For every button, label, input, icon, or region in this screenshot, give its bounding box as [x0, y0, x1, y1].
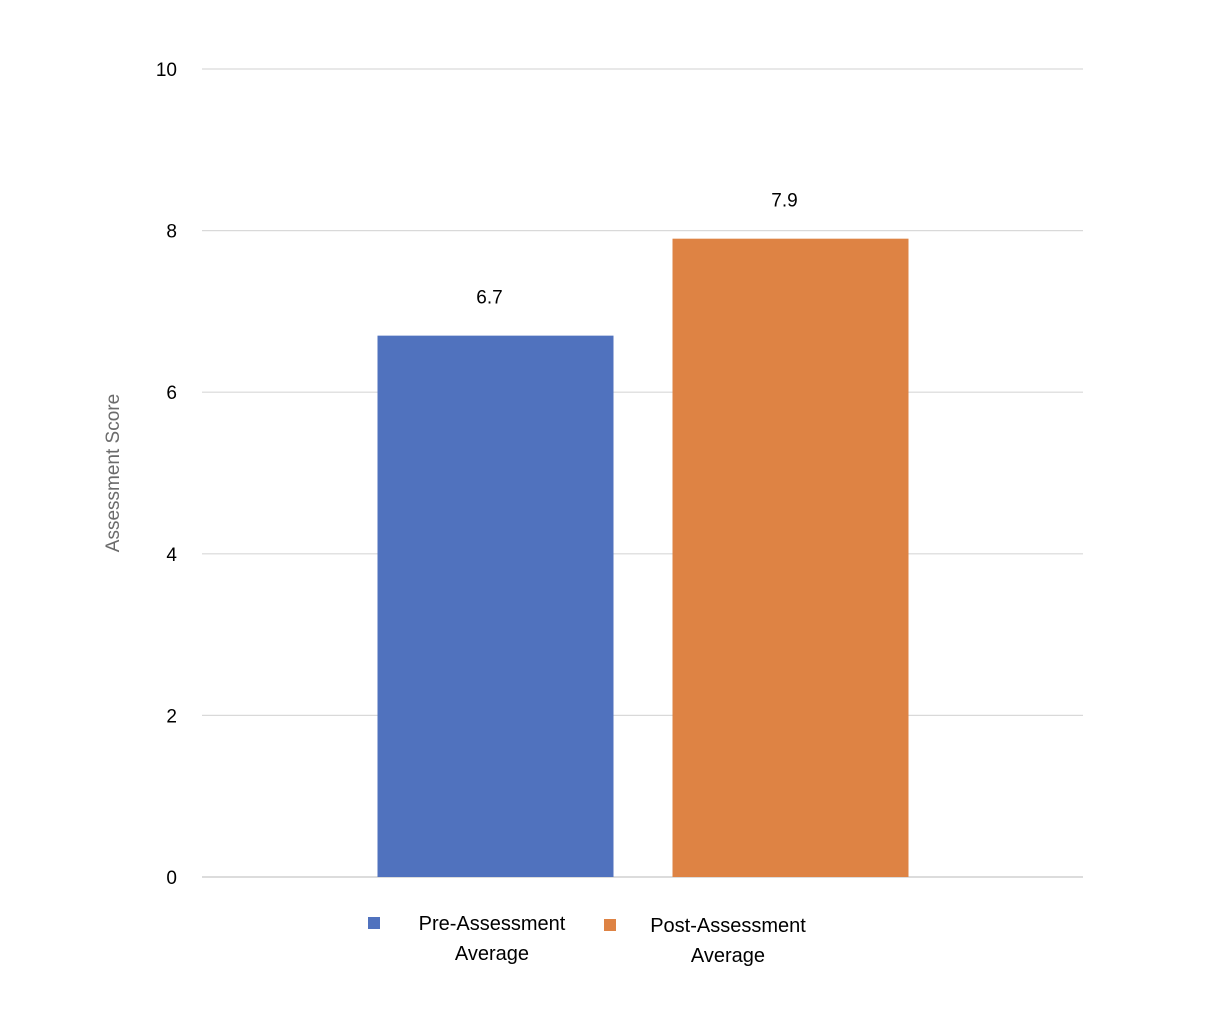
legend-swatch [604, 919, 616, 931]
y-tick-label: 4 [166, 545, 177, 566]
bars [377, 238, 909, 877]
data-label-1: 6.7 [476, 288, 502, 309]
legend-label: Average [455, 943, 529, 965]
y-tick-label: 2 [166, 706, 177, 727]
bar-2 [672, 238, 909, 877]
legend: Pre-Assessment Average Post-Assessment Aver… [368, 913, 806, 967]
legend-item-2: Post-Assessment Average [604, 915, 806, 967]
gridlines [202, 68, 1083, 878]
y-tick-label: 10 [156, 60, 177, 81]
legend-item-1: Pre-Assessment Average [368, 913, 566, 965]
data-labels: 6.7 7.9 [476, 191, 797, 309]
bar-1 [377, 335, 614, 877]
y-axis-ticks: 0 2 4 6 8 10 [156, 60, 178, 889]
y-axis-label: Assessment Score [103, 394, 124, 552]
legend-label: Post-Assessment [650, 915, 806, 937]
legend-label: Pre-Assessment [419, 913, 566, 935]
legend-label: Average [691, 945, 765, 967]
y-tick-label: 8 [166, 222, 177, 243]
y-tick-label: 0 [166, 868, 177, 889]
y-tick-label: 6 [166, 383, 177, 404]
data-label-2: 7.9 [771, 191, 797, 212]
legend-swatch [368, 917, 380, 929]
